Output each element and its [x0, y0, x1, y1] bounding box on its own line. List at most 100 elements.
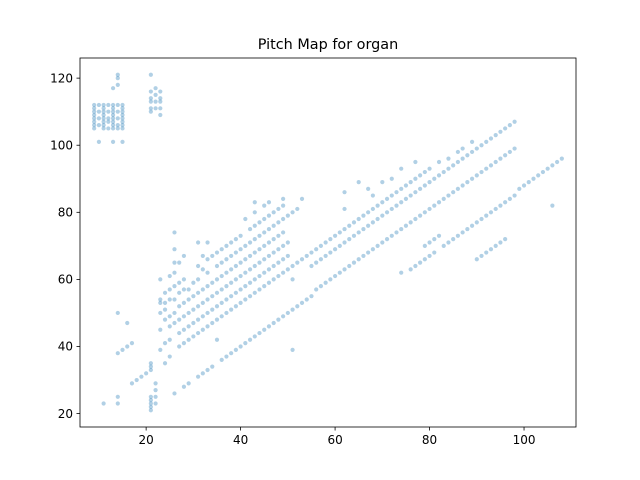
data-point	[252, 237, 257, 242]
data-point	[384, 237, 390, 242]
data-point	[399, 166, 404, 171]
data-point	[125, 344, 130, 349]
data-point	[110, 122, 116, 128]
data-point	[224, 310, 229, 316]
data-point	[110, 106, 116, 111]
data-point	[262, 257, 267, 262]
data-point	[342, 267, 347, 272]
data-point	[167, 314, 172, 319]
data-point	[224, 257, 229, 262]
data-point	[271, 223, 276, 228]
data-point	[139, 374, 144, 379]
data-point	[441, 169, 446, 175]
data-point	[115, 351, 120, 356]
data-point	[101, 102, 106, 108]
data-point	[106, 126, 111, 131]
data-point	[257, 247, 262, 252]
data-point	[422, 243, 427, 248]
data-point	[484, 213, 489, 218]
data-point	[243, 297, 248, 302]
data-point	[413, 263, 418, 269]
data-point	[436, 200, 442, 205]
data-point	[92, 109, 97, 114]
data-point	[120, 116, 125, 121]
data-point	[413, 176, 418, 181]
data-point	[370, 206, 375, 212]
data-point	[285, 267, 290, 272]
data-point	[347, 223, 352, 228]
data-point	[191, 307, 196, 312]
data-point	[484, 250, 489, 255]
data-point	[384, 210, 390, 215]
data-point	[92, 126, 97, 131]
data-point	[271, 263, 276, 269]
data-point	[446, 166, 451, 171]
data-point	[252, 223, 257, 228]
data-point	[285, 253, 290, 259]
data-point	[101, 116, 106, 121]
data-point	[247, 280, 253, 285]
data-point	[177, 304, 182, 309]
data-point	[559, 156, 564, 161]
data-point	[110, 112, 116, 118]
data-point	[408, 193, 413, 198]
data-point	[172, 230, 177, 235]
data-point	[403, 183, 409, 188]
data-point	[366, 250, 371, 255]
data-point	[158, 106, 163, 111]
data-point	[394, 230, 399, 235]
data-point	[153, 99, 158, 104]
data-point	[96, 109, 101, 114]
data-point	[162, 341, 168, 346]
data-point	[196, 240, 201, 245]
data-point	[262, 270, 267, 275]
data-point	[120, 112, 125, 118]
data-point	[101, 106, 106, 111]
data-point	[328, 277, 333, 282]
data-point	[172, 391, 177, 396]
data-point	[101, 401, 106, 406]
data-point	[219, 273, 224, 279]
data-point	[465, 180, 470, 185]
data-point	[115, 401, 120, 406]
data-point	[422, 183, 427, 188]
data-point	[531, 176, 536, 181]
data-point	[101, 109, 106, 114]
data-point	[540, 169, 546, 175]
data-point	[233, 250, 238, 255]
data-point	[214, 277, 220, 282]
data-point	[106, 116, 111, 121]
data-point	[266, 280, 272, 285]
data-point	[243, 216, 248, 222]
data-point	[96, 102, 101, 108]
data-point	[503, 200, 508, 205]
data-point	[162, 300, 168, 305]
data-point	[243, 243, 248, 248]
data-point	[545, 166, 550, 171]
y-tick-label: 120	[50, 71, 73, 85]
data-point	[238, 260, 243, 265]
data-point	[219, 357, 224, 363]
data-point	[200, 371, 205, 376]
data-point	[247, 253, 253, 259]
data-point	[172, 310, 177, 316]
data-point	[479, 253, 484, 259]
data-point	[177, 280, 182, 285]
data-point	[115, 82, 120, 87]
data-point	[233, 347, 238, 352]
data-point	[219, 300, 224, 305]
axes-frame	[79, 57, 577, 428]
data-point	[342, 240, 347, 245]
data-point	[115, 126, 120, 131]
data-point	[380, 240, 385, 245]
data-point	[158, 310, 163, 316]
data-point	[153, 86, 158, 91]
data-point	[120, 109, 125, 114]
data-point	[257, 233, 262, 238]
data-point	[342, 190, 347, 195]
data-point	[413, 216, 418, 222]
data-point	[177, 317, 182, 322]
data-point	[148, 96, 153, 101]
data-point	[219, 260, 224, 265]
data-point	[172, 247, 177, 252]
